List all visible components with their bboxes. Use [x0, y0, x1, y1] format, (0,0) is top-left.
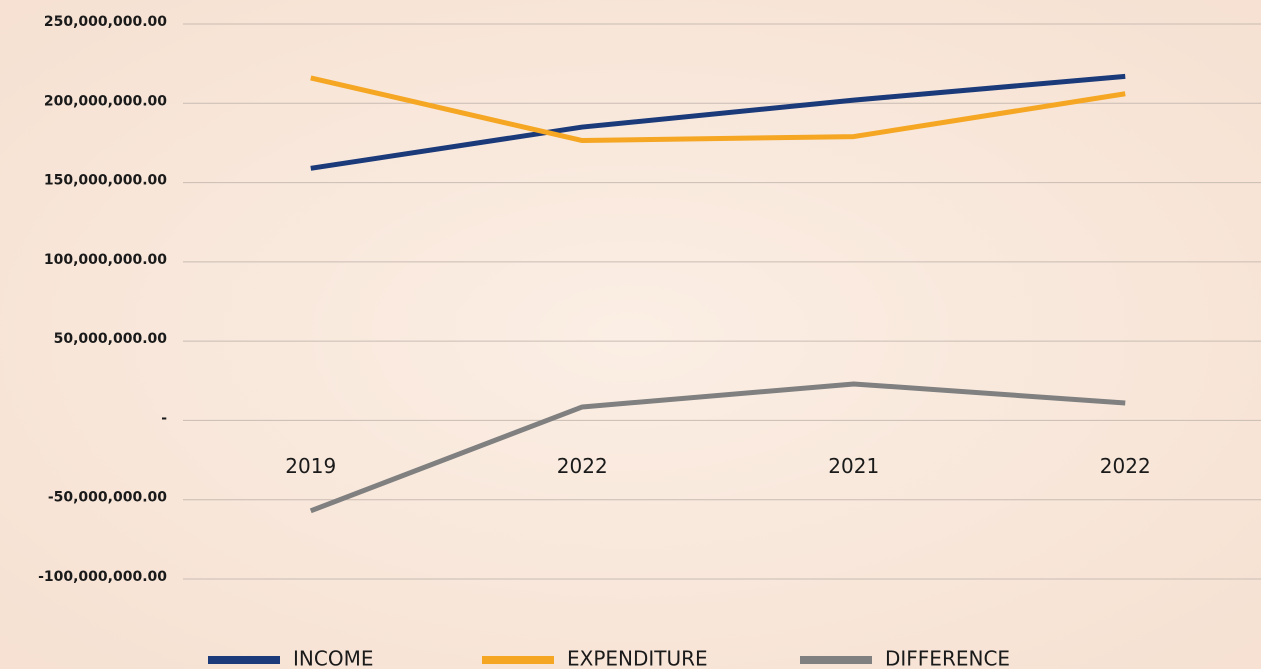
x-tick-label: 2021: [828, 454, 879, 478]
legend-label: DIFFERENCE: [885, 647, 1010, 669]
x-tick-label: 2019: [285, 454, 336, 478]
x-tick-label: 2022: [1100, 454, 1151, 478]
y-tick-label: 50,000,000.00: [54, 331, 168, 347]
series-line: [310, 75, 1126, 144]
y-tick-label: -: [161, 410, 167, 426]
y-tick-label: -100,000,000.00: [38, 569, 167, 585]
y-tick-label: 200,000,000.00: [44, 93, 167, 109]
y-tick-label: 100,000,000.00: [44, 252, 167, 268]
x-tick-label: 2022: [557, 454, 608, 478]
y-tick-label: -50,000,000.00: [48, 490, 167, 506]
legend-swatch: [208, 656, 280, 664]
series-line: [309, 381, 1126, 514]
y-tick-label: 250,000,000.00: [44, 14, 167, 30]
legend-swatch: [482, 656, 554, 664]
legend-label: EXPENDITURE: [567, 647, 708, 669]
y-tick-label: 150,000,000.00: [44, 173, 167, 189]
legend-label: INCOME: [293, 647, 373, 669]
series-line: [310, 73, 1126, 171]
legend-swatch: [800, 656, 872, 664]
